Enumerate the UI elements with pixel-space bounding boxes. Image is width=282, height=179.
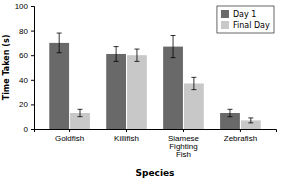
tick: 20 [19, 100, 34, 109]
tick-mark [69, 129, 70, 132]
tick-mark [31, 6, 34, 7]
bar [106, 54, 126, 129]
y-axis-title: Time Taken (s) [2, 35, 11, 101]
x-axis-title: Species [136, 168, 175, 178]
tick: 100 [15, 2, 34, 11]
tick-label-line: Goldfish [55, 134, 84, 143]
bar [49, 43, 69, 129]
tick-mark [183, 129, 184, 132]
error-bar [227, 109, 232, 116]
tick-label: 80 [19, 27, 28, 36]
x-axis: Goldfish Killifish SiameseFightingFish Zebr… [35, 129, 277, 159]
axis-line [35, 130, 277, 133]
tick-label: Killifish [114, 134, 139, 143]
legend-item: Day 1 [221, 10, 256, 19]
tick: Killifish [114, 129, 139, 143]
legend-swatch [221, 10, 229, 18]
tick-label: Goldfish [55, 134, 84, 143]
tick: 40 [19, 76, 34, 85]
tick-label: 100 [15, 2, 29, 11]
tick-label: 40 [19, 76, 28, 85]
bar [163, 47, 183, 129]
tick: 0 [24, 125, 34, 134]
axis-line [31, 7, 35, 130]
legend-item: Final Day [221, 21, 270, 30]
error-bar [57, 33, 62, 53]
tick: SiameseFightingFish [168, 129, 200, 159]
tick-mark [31, 104, 34, 105]
tick-label: 0 [24, 125, 29, 134]
tick-mark [240, 129, 241, 132]
legend-swatch [221, 21, 229, 29]
tick: 60 [19, 51, 34, 60]
plot: 0 20 40 60 80 100 Goldfish Killifish SiameseFigh… [15, 2, 277, 159]
y-axis: 0 20 40 60 80 100 [15, 2, 35, 134]
legend-label: Day 1 [233, 10, 256, 19]
error-bar [191, 77, 196, 89]
tick-mark [126, 129, 127, 132]
tick-label-line: Killifish [114, 134, 139, 143]
series [49, 33, 240, 129]
bar [184, 83, 204, 129]
tick-label: 60 [19, 51, 28, 60]
tick-label: Zebrafish [224, 134, 257, 143]
tick-mark [31, 80, 34, 81]
tick-label-line: Zebrafish [224, 134, 257, 143]
error-bar [248, 118, 253, 123]
error-bar [134, 49, 139, 61]
error-bar [171, 36, 176, 58]
tick-label-line: Fish [176, 150, 191, 159]
tick-mark [31, 129, 34, 130]
tick-mark [31, 31, 34, 32]
tick-label: 20 [19, 100, 28, 109]
tick-label: SiameseFightingFish [168, 134, 200, 160]
tick: Goldfish [55, 129, 84, 143]
legend: Day 1 Final Day [217, 6, 274, 33]
error-bar [78, 109, 83, 116]
marks [49, 33, 260, 129]
legend-frame [217, 6, 274, 33]
series [70, 49, 261, 129]
tick-mark [31, 55, 34, 56]
error-bar [114, 47, 119, 62]
chart: 0 20 40 60 80 100 Goldfish Killifish SiameseFigh… [0, 0, 282, 179]
legend-label: Final Day [233, 21, 270, 30]
tick: Zebrafish [224, 129, 257, 143]
bar [127, 55, 147, 129]
tick: 80 [19, 27, 34, 36]
